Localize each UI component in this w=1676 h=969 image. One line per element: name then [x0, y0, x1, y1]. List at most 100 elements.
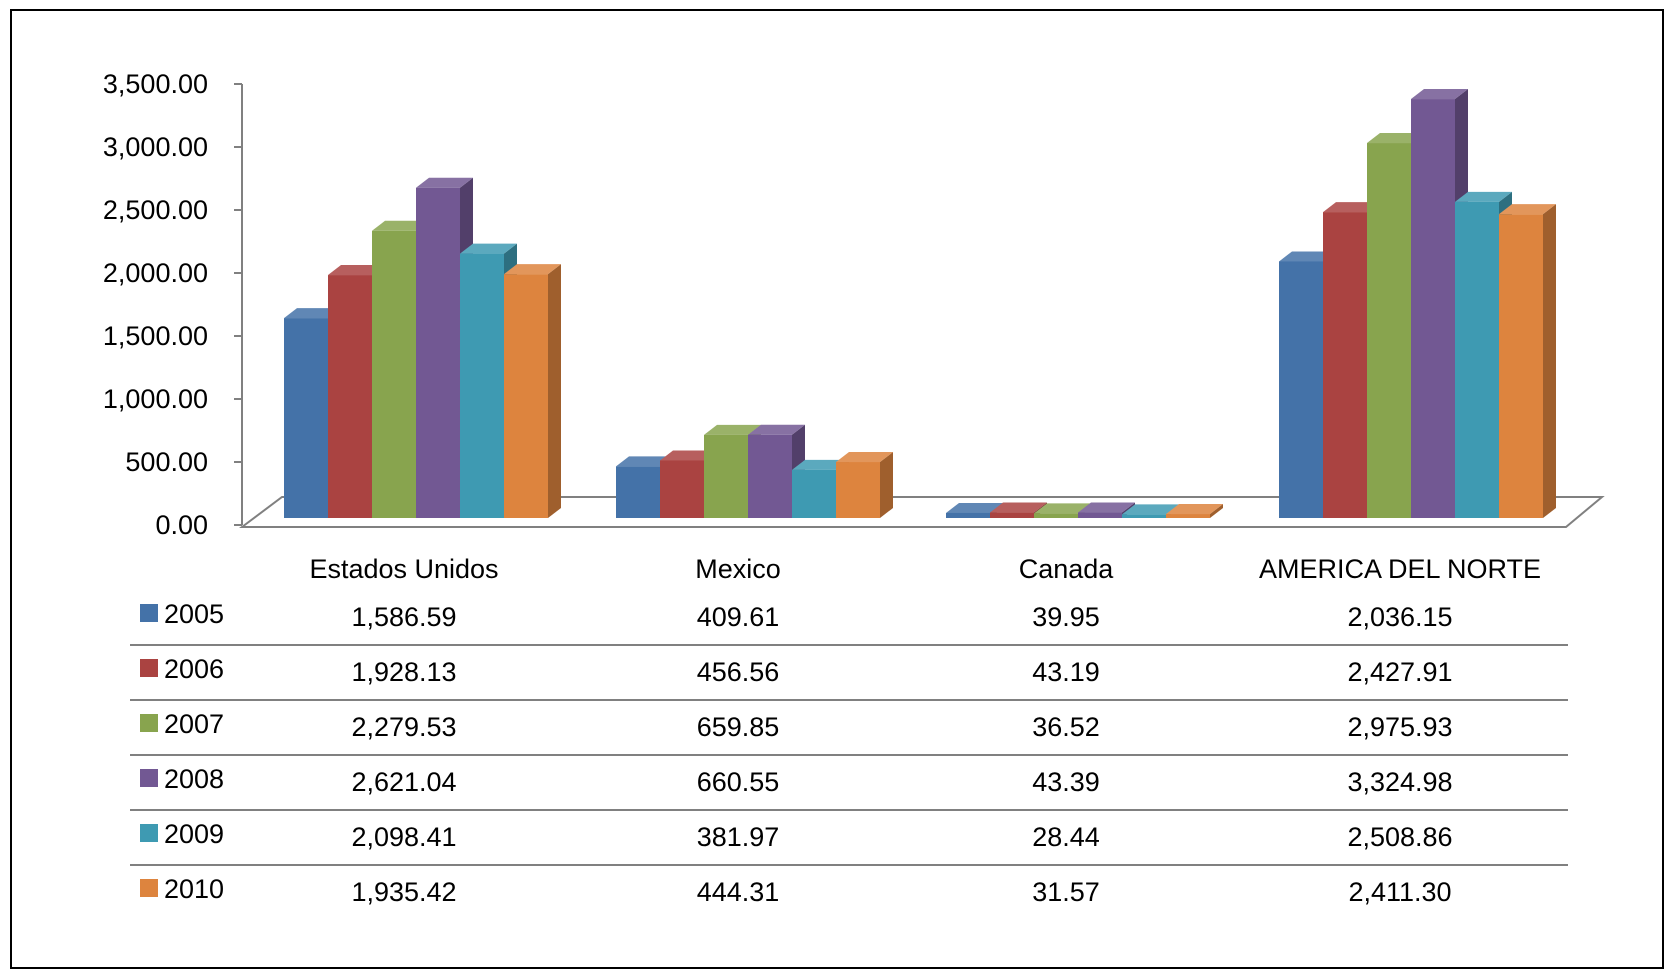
table-cell: 28.44: [1032, 822, 1100, 852]
bar-front: [416, 187, 460, 518]
y-tick-label: 3,500.00: [103, 69, 208, 99]
bar-front: [372, 230, 416, 518]
bar-front: [946, 512, 990, 518]
bar-2009-mexico: [792, 459, 849, 518]
legend-label: 2005: [164, 599, 224, 629]
table-cell: 43.39: [1032, 767, 1100, 797]
table-cell: 31.57: [1032, 877, 1100, 907]
category-labels: Estados Unidos Mexico Canada AMERICA DEL NO…: [309, 554, 1541, 584]
table-cell: 2,098.41: [351, 822, 456, 852]
table-row-2009: 2009 2,098.41 381.97 28.44 2,508.86: [130, 819, 1568, 866]
bar-side: [1210, 504, 1223, 518]
table-cell: 2,975.93: [1347, 712, 1452, 742]
table-cell: 2,036.15: [1347, 602, 1452, 632]
table-cell: 1,928.13: [351, 657, 456, 687]
table-cell: 456.56: [697, 657, 780, 687]
bar-front: [1279, 261, 1323, 518]
bar-top: [328, 265, 385, 276]
chart-floor: [239, 496, 1605, 528]
bar-front: [704, 434, 748, 518]
table-cell: 2,621.04: [351, 767, 456, 797]
table-cell: 3,324.98: [1347, 767, 1452, 797]
table-cell: 2,279.53: [351, 712, 456, 742]
category-label: AMERICA DEL NORTE: [1259, 554, 1541, 584]
table-cell: 2,508.86: [1347, 822, 1452, 852]
bar-front: [328, 275, 372, 518]
legend-swatch: [140, 824, 158, 842]
bar-top: [1499, 204, 1556, 215]
y-tick-label: 2,500.00: [103, 195, 208, 225]
legend-label: 2006: [164, 654, 224, 684]
bar-side: [548, 264, 561, 518]
bar-front: [792, 469, 836, 518]
table-cell: 2,411.30: [1348, 877, 1451, 907]
table-cell: 1,935.42: [351, 877, 456, 907]
category-label: Mexico: [695, 554, 781, 584]
bar-top: [748, 424, 805, 435]
y-tick-label: 1,500.00: [103, 321, 208, 351]
bar-top: [1455, 191, 1512, 202]
y-tick-label: 3,000.00: [103, 132, 208, 162]
bar-front: [1323, 212, 1367, 518]
bar-front: [504, 274, 548, 518]
table-row-2010: 2010 1,935.42 444.31 31.57 2,411.30: [140, 874, 1452, 907]
bar-front: [660, 460, 704, 518]
bar-top: [372, 220, 429, 231]
y-axis: 0.00 500.00 1,000.00 1,500.00 2,000.00 2,500.…: [103, 69, 243, 540]
bar-top: [704, 424, 761, 435]
legend-swatch: [140, 769, 158, 787]
table-cell: 36.52: [1032, 712, 1100, 742]
category-label: Estados Unidos: [309, 554, 498, 584]
legend-swatch: [140, 659, 158, 677]
table-cell: 39.95: [1032, 602, 1100, 632]
data-table: 2005 1,586.59 409.61 39.95 2,036.15 2006 1,928…: [130, 599, 1568, 907]
bar-front: [836, 462, 880, 518]
legend-swatch: [140, 879, 158, 897]
bar-front: [616, 466, 660, 518]
bar-top: [1323, 202, 1380, 213]
bar-front: [990, 512, 1034, 518]
category-label: Canada: [1019, 554, 1115, 584]
table-cell: 381.97: [697, 822, 780, 852]
table-row-2005: 2005 1,586.59 409.61 39.95 2,036.15: [130, 599, 1568, 646]
table-row-2007: 2007 2,279.53 659.85 36.52 2,975.93: [130, 709, 1568, 756]
bar-side: [880, 452, 893, 518]
bar-front: [1411, 99, 1455, 518]
table-cell: 444.31: [697, 877, 780, 907]
bar-top: [416, 177, 473, 188]
bar-top: [990, 502, 1047, 513]
bar-chart-3d: 0.00 500.00 1,000.00 1,500.00 2,000.00 2,500.…: [103, 69, 1605, 907]
bar-front: [1499, 214, 1543, 518]
table-row-2006: 2006 1,928.13 456.56 43.19 2,427.91: [130, 654, 1568, 701]
bar-front: [1166, 514, 1210, 518]
bar-top: [792, 459, 849, 470]
table-cell: 43.19: [1032, 657, 1100, 687]
bar-2010-america-del-norte: [1499, 204, 1556, 518]
table-cell: 409.61: [697, 602, 780, 632]
bar-top: [836, 452, 893, 463]
bar-top: [460, 243, 517, 254]
legend-label: 2010: [164, 874, 224, 904]
y-tick-label: 2,000.00: [103, 258, 208, 288]
table-row-2008: 2008 2,621.04 660.55 43.39 3,324.98: [130, 764, 1568, 811]
legend-swatch: [140, 714, 158, 732]
bar-top: [660, 450, 717, 461]
bar-top: [1367, 133, 1424, 144]
y-tick-label: 1,000.00: [103, 384, 208, 414]
bar-top: [1034, 503, 1091, 514]
table-cell: 659.85: [697, 712, 780, 742]
legend-label: 2007: [164, 709, 224, 739]
bar-front: [1367, 143, 1411, 518]
bar-top: [284, 308, 341, 319]
bar-top: [616, 456, 673, 467]
bar-front: [460, 253, 504, 518]
bar-front: [1455, 201, 1499, 518]
bar-top: [1279, 251, 1336, 262]
legend-label: 2009: [164, 819, 224, 849]
table-cell: 2,427.91: [1347, 657, 1452, 687]
bar-top: [504, 264, 561, 275]
bar-front: [284, 318, 328, 518]
bar-top: [1122, 504, 1179, 515]
bar-front: [1078, 512, 1122, 518]
bar-2010-mexico: [836, 452, 893, 518]
